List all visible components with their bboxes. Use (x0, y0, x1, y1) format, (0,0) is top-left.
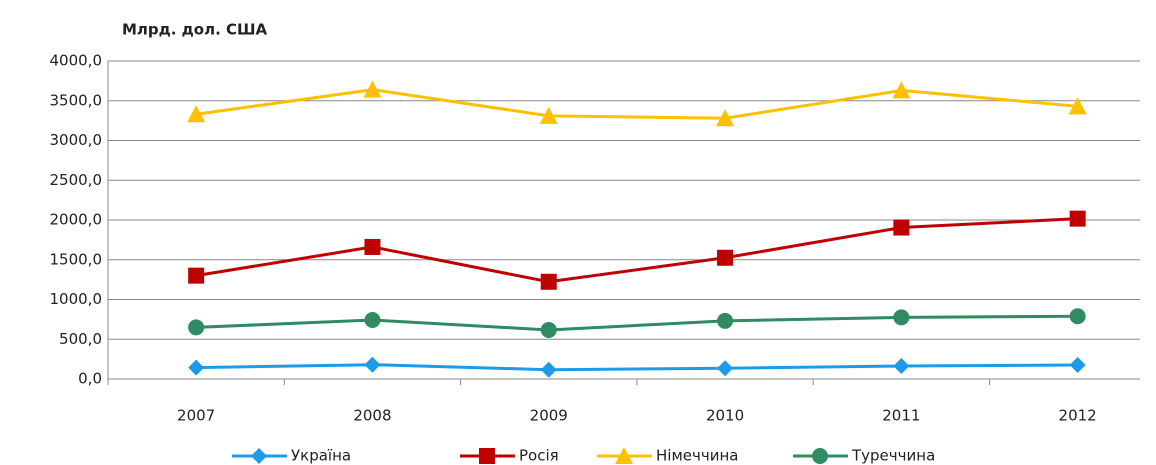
y-tick-label: 500,0 (59, 330, 102, 348)
data-point (717, 360, 734, 377)
data-point (893, 219, 910, 236)
data-point (717, 312, 734, 329)
data-point (363, 80, 382, 98)
x-tick-label: 2007 (177, 407, 215, 425)
data-point (716, 109, 735, 127)
data-point (1068, 97, 1087, 115)
data-point (188, 267, 205, 284)
x-tick-label: 2009 (530, 407, 568, 425)
legend-label: Туреччина (851, 447, 935, 465)
data-point (188, 359, 205, 376)
y-tick-label: 4000,0 (50, 52, 103, 70)
y-tick-label: 3000,0 (50, 131, 103, 149)
legend-marker (615, 447, 633, 464)
legend-marker (812, 448, 828, 464)
data-point (540, 361, 557, 378)
y-tick-label: 2500,0 (50, 171, 103, 189)
data-point (1069, 210, 1086, 227)
y-tick-label: 3500,0 (50, 91, 103, 109)
legend-marker (479, 448, 495, 464)
data-point (1069, 357, 1086, 374)
legend-label: Україна (291, 447, 351, 465)
y-tick-label: 0,0 (78, 370, 102, 388)
data-point (717, 249, 734, 266)
data-point (364, 356, 381, 373)
data-point (893, 358, 910, 375)
data-point (539, 106, 558, 124)
series-line (195, 88, 1078, 120)
y-axis-label: Млрд. дол. США (122, 21, 268, 39)
y-tick-label: 1000,0 (50, 290, 103, 308)
x-tick-label: 2012 (1059, 407, 1097, 425)
data-point (187, 105, 206, 123)
data-point (1069, 308, 1086, 325)
x-tick-label: 2008 (353, 407, 391, 425)
legend-label: Росія (519, 447, 559, 465)
data-point (364, 312, 381, 329)
data-point (893, 309, 910, 326)
series-line (196, 363, 1078, 372)
data-point (364, 238, 381, 255)
series-line (195, 217, 1078, 284)
data-point (540, 273, 557, 290)
legend-marker (251, 448, 267, 464)
y-tick-label: 2000,0 (50, 211, 103, 229)
y-tick-label: 1500,0 (50, 250, 103, 268)
data-point (540, 321, 557, 338)
x-tick-label: 2010 (706, 407, 744, 425)
series-line (196, 314, 1078, 332)
x-tick-label: 2011 (882, 407, 920, 425)
legend-label: Німеччина (656, 447, 738, 465)
data-point (892, 81, 911, 99)
data-point (188, 319, 205, 336)
